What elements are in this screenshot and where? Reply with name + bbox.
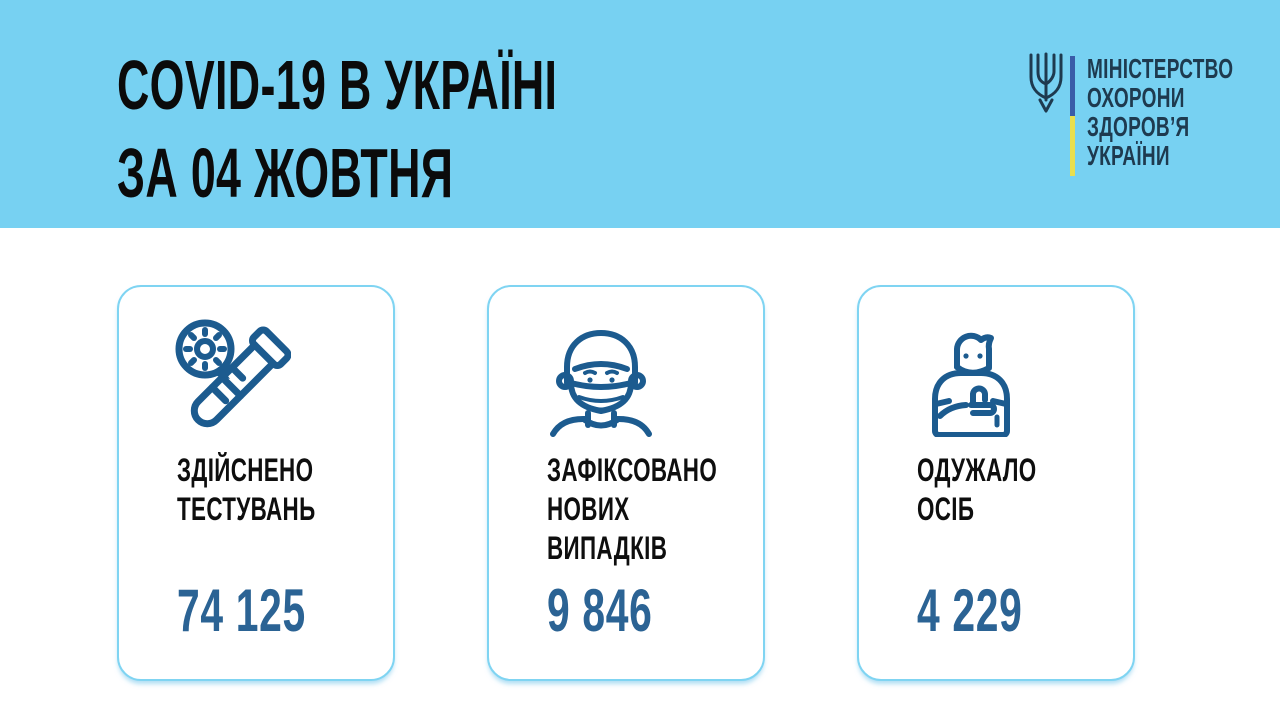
test-tube-virus-icon — [175, 319, 291, 428]
stat-label-line: ОСІБ — [917, 491, 975, 527]
ministry-line-1: МІНІСТЕРСТВО — [1087, 53, 1234, 84]
header-banner: COVID-19 В УКРАЇНІ ЗА 04 ЖОВТНЯ МІНІСТЕР… — [0, 0, 1280, 228]
stat-value: 74 125 — [177, 577, 306, 644]
stat-card-tests: ЗДІЙСНЕНО ТЕСТУВАНЬ 74 125 — [117, 285, 395, 681]
stat-label: ОДУЖАЛО ОСІБ — [917, 451, 1088, 529]
stat-value: 9 846 — [547, 577, 653, 644]
page-title: COVID-19 В УКРАЇНІ ЗА 04 ЖОВТНЯ — [117, 41, 805, 217]
masked-person-icon — [550, 330, 652, 437]
stat-label: ЗАФІКСОВАНО НОВИХ ВИПАДКІВ — [547, 451, 790, 568]
ministry-name: МІНІСТЕРСТВО ОХОРОНИ ЗДОРОВ’Я УКРАЇНИ — [1087, 54, 1280, 170]
ministry-line-4: УКРАЇНИ — [1087, 140, 1170, 171]
ministry-line-2: ОХОРОНИ — [1087, 82, 1185, 113]
flag-yellow-segment — [1070, 116, 1075, 176]
title-line-1: COVID-19 В УКРАЇНІ — [117, 46, 558, 124]
stat-label-line: ЗДІЙСНЕНО — [177, 452, 314, 488]
title-line-2: ЗА 04 ЖОВТНЯ — [117, 134, 454, 212]
stat-value: 4 229 — [917, 577, 1023, 644]
flag-divider — [1070, 56, 1075, 176]
stat-label-line: ОДУЖАЛО — [917, 452, 1037, 488]
ukraine-trident-icon — [1029, 52, 1063, 113]
flag-blue-segment — [1070, 56, 1075, 116]
stat-card-new-cases: ЗАФІКСОВАНО НОВИХ ВИПАДКІВ 9 846 — [487, 285, 765, 681]
stat-label-line: НОВИХ — [547, 491, 630, 527]
ministry-line-3: ЗДОРОВ’Я — [1087, 111, 1190, 142]
stat-label: ЗДІЙСНЕНО ТЕСТУВАНЬ — [177, 451, 375, 529]
recovered-person-icon — [932, 332, 1010, 437]
stat-label-line: ЗАФІКСОВАНО — [547, 452, 718, 488]
stat-card-recovered: ОДУЖАЛО ОСІБ 4 229 — [857, 285, 1135, 681]
stat-label-line: ВИПАДКІВ — [547, 530, 668, 566]
stat-label-line: ТЕСТУВАНЬ — [177, 491, 316, 527]
